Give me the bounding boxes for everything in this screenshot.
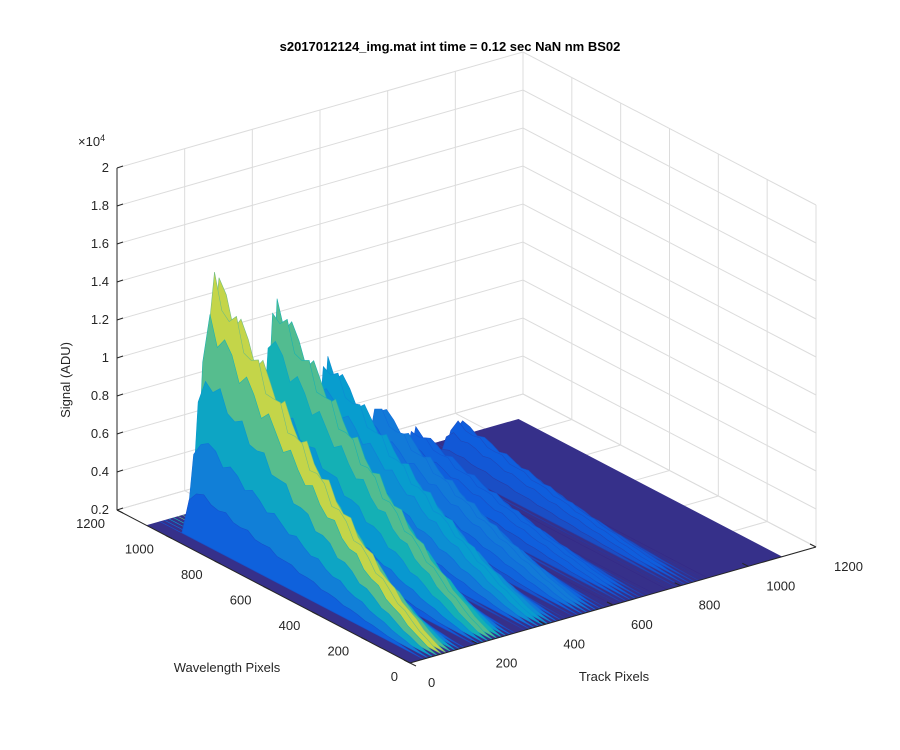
y-tick <box>263 586 270 590</box>
exponent-label: ×104 <box>78 133 105 149</box>
y-tick-label: 0 <box>391 669 398 684</box>
x-tick-label: 400 <box>563 636 585 651</box>
x-tick <box>809 543 817 548</box>
y-tick <box>312 611 319 616</box>
z-tick-label: 0.2 <box>91 502 109 517</box>
grid-line <box>116 165 817 320</box>
y-tick <box>409 662 417 667</box>
z-tick <box>116 241 124 245</box>
surface-strip <box>168 380 433 657</box>
y-tick-label: 600 <box>230 593 252 608</box>
y-tick <box>165 535 173 539</box>
z-tick-label: 1.4 <box>91 274 109 289</box>
z-tick-label: 0.4 <box>91 464 109 479</box>
x-axis-label: Track Pixels <box>579 669 650 684</box>
surface-strip <box>173 314 438 656</box>
z-tick-label: 1 <box>102 350 109 365</box>
x-tick <box>539 620 546 625</box>
grid-line <box>116 51 817 206</box>
surface <box>146 271 783 663</box>
z-axis-label: Signal (ADU) <box>58 342 73 418</box>
grid-line <box>116 89 817 244</box>
z-tick-label: 0.6 <box>91 426 109 441</box>
x-tick-label: 1000 <box>766 578 795 593</box>
x-tick-label: 800 <box>699 598 721 613</box>
y-tick <box>360 637 368 641</box>
signal-band <box>159 271 465 660</box>
z-tick <box>116 431 124 435</box>
x-tick-label: 600 <box>631 617 653 632</box>
z-tick-label: 1.2 <box>91 312 109 327</box>
chart-title: s2017012124_img.mat int time = 0.12 sec … <box>280 39 621 54</box>
y-tick-label: 1000 <box>125 542 154 557</box>
x-tick <box>742 562 749 567</box>
surface-strip <box>159 493 424 660</box>
y-tick-label: 200 <box>327 644 349 659</box>
y-tick-label: 800 <box>181 567 203 582</box>
z-tick-label: 1.8 <box>91 198 109 213</box>
x-tick <box>674 582 681 587</box>
grid-line <box>116 127 817 282</box>
surface-strip <box>177 271 442 655</box>
z-tick <box>116 317 124 321</box>
z-tick <box>116 507 124 511</box>
z-tick <box>116 355 124 359</box>
y-tick <box>116 509 124 514</box>
x-tick <box>403 659 411 664</box>
z-tick-label: 2 <box>102 160 109 175</box>
x-tick-label: 1200 <box>834 559 863 574</box>
x-tick <box>471 640 478 645</box>
tick-labels: 0.2 0.4 0.6 0.8 1 1.2 1.4 1.6 1.8 2 0 200 400 600 800 1… <box>76 160 863 690</box>
x-tick <box>606 601 614 606</box>
surface-strip <box>164 443 429 659</box>
grid-line <box>116 203 817 358</box>
z-tick <box>116 203 124 207</box>
y-tick-label: 400 <box>279 618 301 633</box>
z-tick <box>116 393 124 397</box>
y-tick-label: 1200 <box>76 516 105 531</box>
z-tick <box>116 165 124 169</box>
z-tick-label: 0.8 <box>91 388 109 403</box>
z-tick <box>116 279 124 283</box>
y-tick <box>214 560 221 565</box>
x-tick-label: 0 <box>428 675 435 690</box>
z-tick <box>116 469 124 473</box>
grid-line <box>116 241 817 396</box>
z-tick-label: 1.6 <box>91 236 109 251</box>
x-tick-label: 200 <box>496 656 518 671</box>
y-axis-label: Wavelength Pixels <box>174 660 281 675</box>
